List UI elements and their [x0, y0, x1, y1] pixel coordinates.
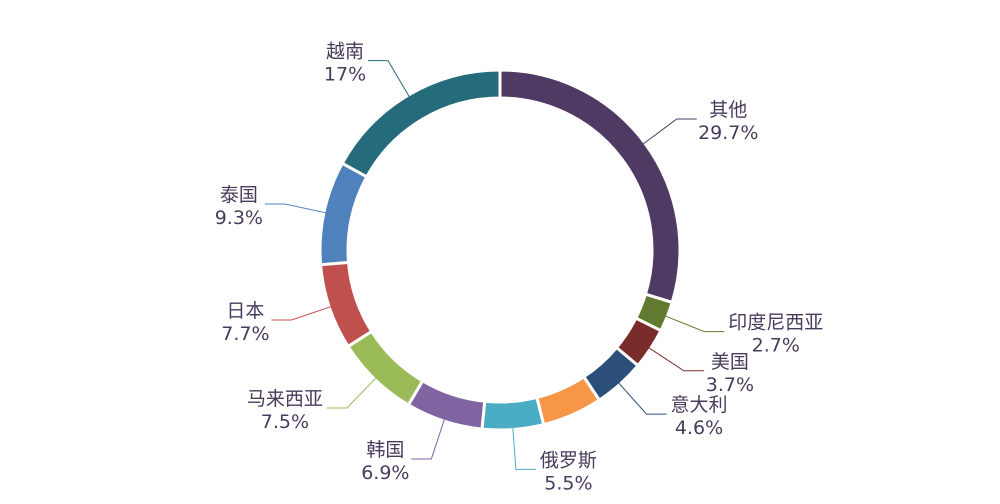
slice-马来西亚 [345, 329, 425, 407]
leader-line [614, 377, 667, 415]
leader-line [271, 304, 338, 321]
slice-percent-label: 9.3% [215, 207, 263, 229]
slice-percent-label: 7.7% [221, 323, 269, 345]
leader-line [411, 413, 447, 460]
leader-line [368, 60, 413, 103]
leader-line [326, 373, 381, 409]
slice-percent-label: 6.9% [361, 462, 409, 484]
slice-name-label: 俄罗斯 [540, 449, 597, 471]
slice-越南 [340, 68, 502, 179]
slice-name-label: 印度尼西亚 [728, 312, 823, 334]
leader-line [637, 118, 697, 148]
slice-unlabeled [535, 374, 602, 427]
slice-name-label: 越南 [326, 41, 364, 63]
slice-其他 [498, 68, 682, 305]
slice-name-label: 泰国 [220, 184, 258, 206]
slice-name-label: 意大利 [671, 394, 728, 416]
slice-日本 [318, 260, 374, 349]
leader-line [659, 313, 725, 333]
slice-name-label: 其他 [709, 99, 747, 121]
slice-percent-label: 3.7% [706, 374, 754, 396]
slice-name-label: 韩国 [366, 439, 404, 461]
slice-name-label: 美国 [711, 351, 749, 373]
slice-percent-label: 7.5% [261, 411, 309, 433]
leader-line [643, 344, 704, 372]
leader-line [264, 203, 332, 215]
slice-percent-label: 29.7% [698, 122, 758, 144]
slice-percent-label: 5.5% [544, 472, 592, 494]
slice-percent-label: 4.6% [675, 417, 723, 439]
slice-name-label: 日本 [226, 300, 264, 322]
slice-percent-label: 17% [324, 64, 366, 86]
slice-percent-label: 2.7% [752, 335, 800, 357]
slice-name-label: 马来西亚 [247, 388, 323, 410]
leader-line [511, 421, 536, 470]
slice-泰国 [318, 161, 369, 267]
